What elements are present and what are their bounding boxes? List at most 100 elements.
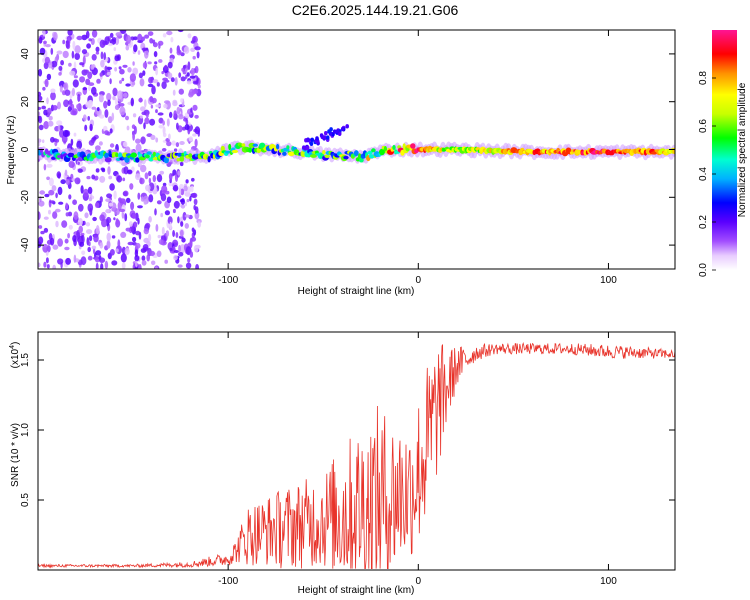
spectrogram-cell bbox=[118, 66, 122, 70]
spectrogram-cell bbox=[167, 61, 173, 69]
spectrogram-cell bbox=[158, 59, 163, 63]
spectrogram-cell bbox=[38, 95, 43, 102]
spectrogram-cell bbox=[252, 143, 258, 147]
spectrogram-cell bbox=[155, 137, 159, 143]
spectrogram-cell bbox=[172, 230, 176, 237]
spectrogram-cell bbox=[48, 115, 53, 121]
spectrogram-cell bbox=[96, 78, 101, 84]
colorbar-tick-label: 0.4 bbox=[698, 167, 709, 181]
spectrogram-cell bbox=[319, 133, 324, 138]
spectrogram-cell bbox=[139, 177, 145, 185]
spectrogram-cell bbox=[58, 65, 63, 71]
spectrogram-cell bbox=[166, 118, 170, 127]
spectrogram-cell bbox=[101, 168, 106, 173]
spectrogram-cell bbox=[65, 40, 70, 49]
spectrogram-cell bbox=[113, 47, 117, 52]
colorbar-tick-label: 0.6 bbox=[698, 119, 709, 133]
spectrogram-cell bbox=[132, 61, 135, 66]
spectrogram-cell bbox=[73, 75, 78, 79]
spectrogram-cell bbox=[178, 252, 184, 257]
spectrogram-cell bbox=[150, 104, 154, 109]
spectrogram-cell bbox=[60, 179, 66, 185]
spectrogram-cell bbox=[194, 65, 199, 74]
spectrogram-cell bbox=[73, 61, 77, 70]
y-tick-label: 1.5 bbox=[20, 353, 31, 367]
spectrogram-cell bbox=[324, 154, 331, 158]
spectrogram-cell bbox=[276, 143, 280, 150]
spectrogram-cell bbox=[156, 82, 160, 87]
spectrogram-cell bbox=[179, 141, 185, 145]
spectrogram-cell bbox=[99, 39, 106, 48]
spectrogram-cell bbox=[109, 143, 115, 148]
spectrogram-cell bbox=[65, 202, 69, 210]
spectrogram-cell bbox=[151, 97, 157, 104]
spectrogram-cell bbox=[139, 115, 143, 119]
spectrogram-cell bbox=[107, 116, 113, 124]
spectrogram-cell bbox=[166, 30, 173, 36]
spectrogram-cell bbox=[82, 220, 86, 226]
spectrogram-cell bbox=[91, 30, 98, 38]
spectrogram-cell bbox=[51, 185, 57, 192]
spectrogram-cell bbox=[197, 221, 202, 228]
spectrogram-cell bbox=[189, 75, 196, 79]
spectrogram-cell bbox=[154, 266, 158, 269]
y-tick-label: -40 bbox=[20, 237, 31, 252]
spectrogram-cell bbox=[77, 161, 80, 165]
spectrogram-cell bbox=[58, 72, 62, 76]
spectrogram-cell bbox=[134, 255, 140, 262]
spectrogram-cell bbox=[51, 60, 58, 68]
spectrogram-cell bbox=[160, 212, 164, 218]
spectrogram-cell bbox=[190, 107, 193, 113]
spectrogram-cell bbox=[142, 244, 149, 251]
spectrogram-cell bbox=[180, 188, 185, 196]
spectrogram-cell bbox=[168, 133, 171, 140]
spectrogram-cell bbox=[175, 142, 180, 148]
spectrogram-cell bbox=[98, 141, 103, 146]
spectrogram-cell bbox=[107, 99, 111, 107]
spectrogram-cell bbox=[72, 40, 76, 50]
spectrogram-cell bbox=[38, 138, 42, 143]
spectrogram-cell bbox=[187, 61, 191, 71]
spectrogram-cell bbox=[81, 49, 88, 55]
spectrogram-cell bbox=[42, 86, 46, 91]
spectrogram-cell bbox=[143, 122, 146, 130]
spectrogram-cell bbox=[70, 153, 75, 157]
spectrogram-cell bbox=[115, 152, 119, 158]
spectrogram-cell bbox=[38, 262, 41, 268]
spectrogram-cell bbox=[241, 143, 246, 147]
spectrogram-cell bbox=[231, 149, 239, 154]
spectrogram-cell bbox=[154, 61, 158, 65]
spectrogram-cell bbox=[46, 97, 49, 105]
spectrogram-cell bbox=[141, 255, 146, 261]
spectrogram-cell bbox=[141, 260, 147, 266]
spectrogram-cell bbox=[145, 154, 150, 159]
spectrogram-cell bbox=[69, 98, 73, 108]
spectrogram-cell bbox=[39, 47, 46, 56]
spectrogram-cell bbox=[91, 54, 97, 61]
spectrogram-cell bbox=[177, 216, 180, 224]
y-tick-label: 40 bbox=[20, 48, 31, 60]
spectrogram-cell bbox=[74, 45, 81, 54]
spectrogram-cell bbox=[129, 73, 136, 82]
spectrogram-cell bbox=[316, 139, 320, 144]
spectrogram-cell bbox=[178, 187, 182, 196]
spectrogram-cell bbox=[161, 226, 165, 236]
spectrogram-cell bbox=[207, 156, 211, 163]
spectrogram-cell bbox=[189, 195, 192, 202]
spectrogram-cell bbox=[182, 65, 187, 69]
spectrogram-cell bbox=[50, 47, 54, 55]
spectrogram-cell bbox=[183, 185, 188, 192]
spectrogram-cell bbox=[179, 156, 185, 162]
spectrogram-cell bbox=[63, 83, 67, 89]
spectrogram-cell bbox=[185, 179, 189, 184]
spectrogram-cell bbox=[95, 225, 100, 234]
spectrogram-cell bbox=[38, 124, 44, 131]
spectrogram-cell bbox=[71, 87, 75, 97]
spectrogram-cell bbox=[117, 239, 121, 249]
spectrogram-cell bbox=[164, 259, 168, 264]
spectrogram-cell bbox=[39, 190, 46, 195]
spectrogram-cell bbox=[185, 262, 192, 269]
x-tick-label: 0 bbox=[416, 275, 422, 286]
spectrogram-cell bbox=[190, 47, 196, 52]
spectrogram-cell bbox=[107, 166, 111, 175]
